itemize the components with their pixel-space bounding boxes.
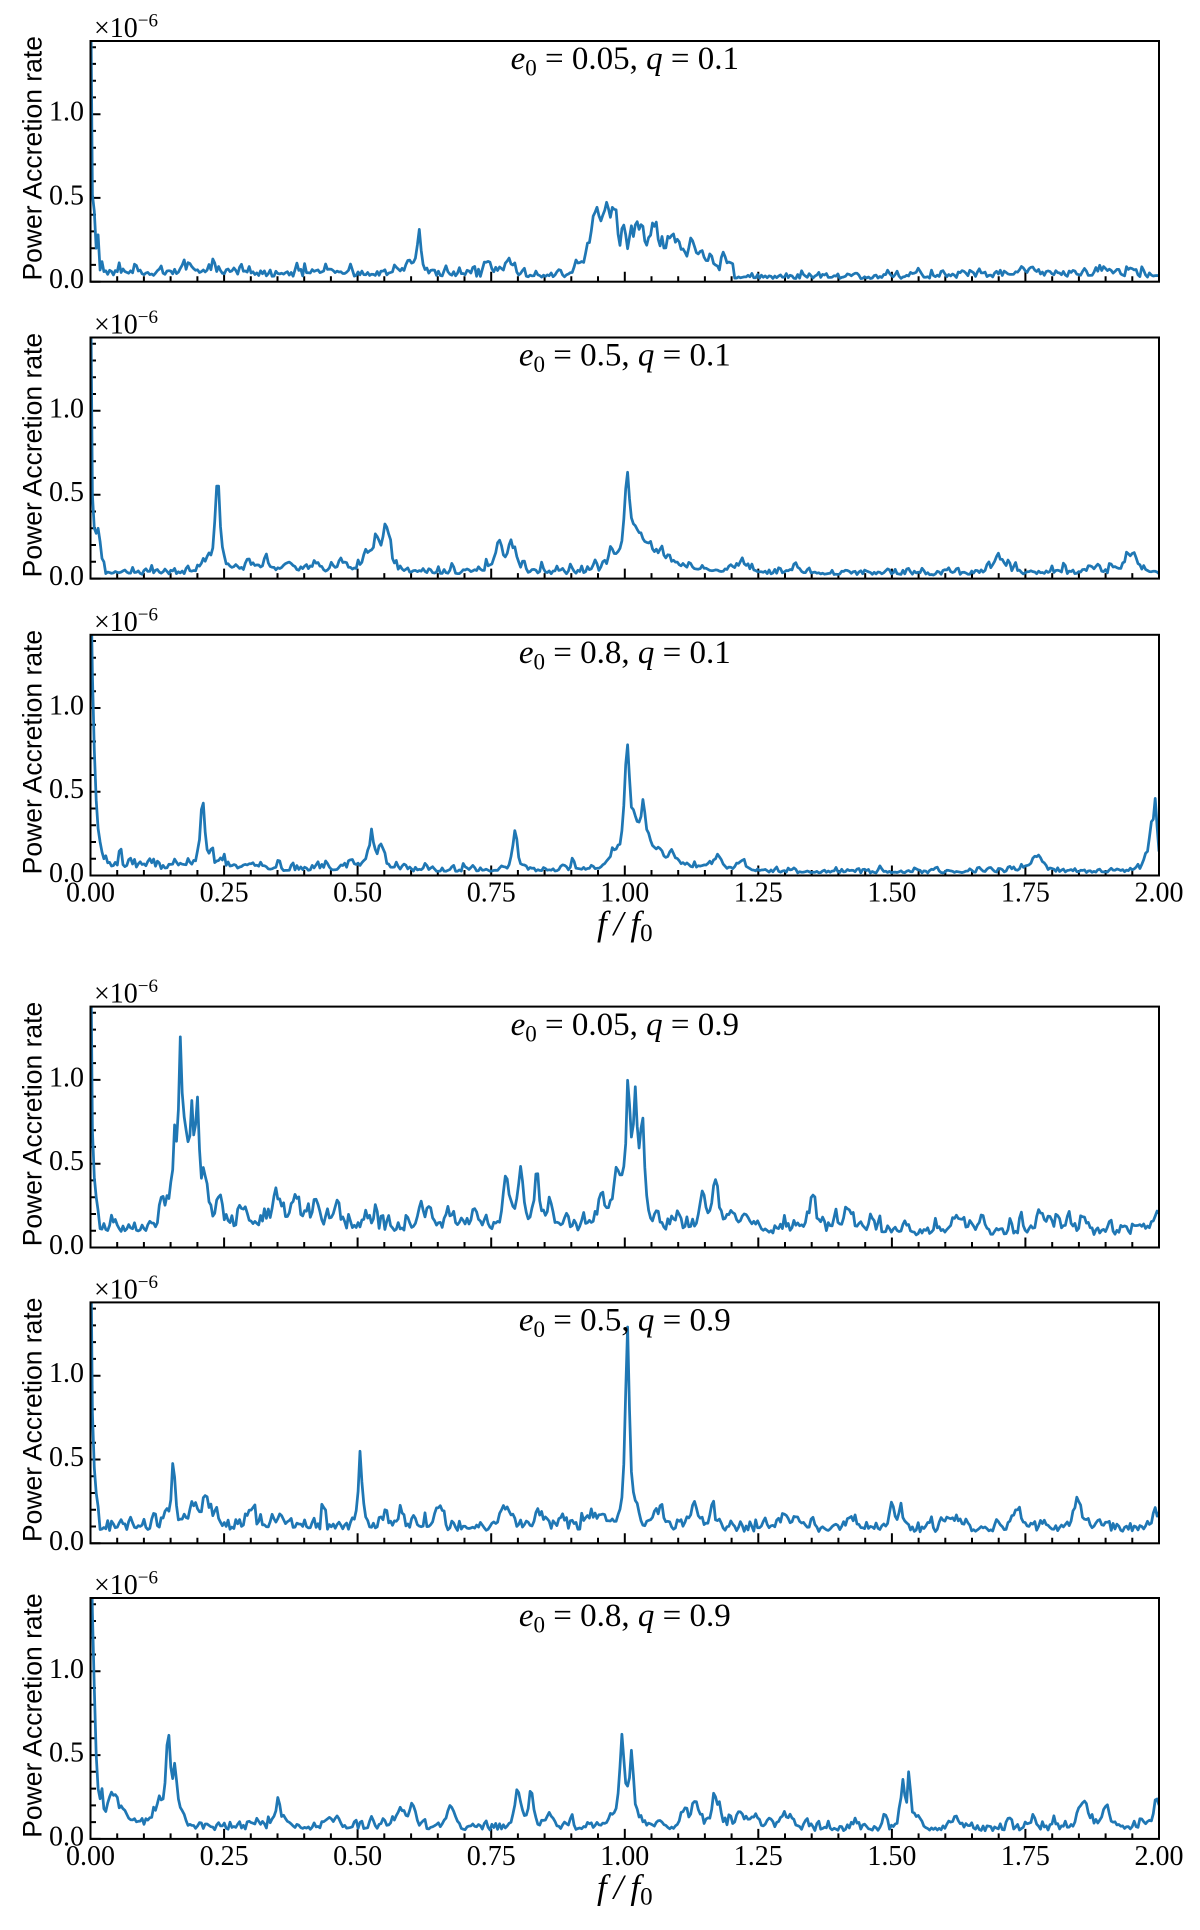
svg-text:1.50: 1.50: [867, 1841, 916, 1872]
svg-text:1.0: 1.0: [49, 691, 84, 722]
svg-text:0.5: 0.5: [49, 1442, 84, 1473]
svg-text:1.25: 1.25: [734, 1841, 783, 1872]
svg-text:0.0: 0.0: [49, 1230, 84, 1261]
svg-text:0.0: 0.0: [49, 858, 84, 889]
svg-text:2.00: 2.00: [1135, 1841, 1184, 1872]
svg-text:1.00: 1.00: [600, 878, 649, 909]
svg-text:2.00: 2.00: [1135, 878, 1184, 909]
svg-text:0.25: 0.25: [200, 878, 249, 909]
svg-text:0.5: 0.5: [49, 1738, 84, 1769]
svg-text:0.25: 0.25: [200, 1841, 249, 1872]
svg-text:e0 = 0.5, q = 0.9: e0 = 0.5, q = 0.9: [519, 1303, 731, 1343]
svg-text:0.75: 0.75: [467, 878, 516, 909]
svg-text:0.5: 0.5: [49, 180, 84, 211]
svg-text:1.0: 1.0: [49, 393, 84, 424]
svg-text:0.5: 0.5: [49, 477, 84, 508]
svg-text:0.0: 0.0: [49, 561, 84, 592]
svg-text:1.0: 1.0: [49, 1062, 84, 1093]
svg-text:1.0: 1.0: [49, 1654, 84, 1685]
svg-text:e0 = 0.05, q = 0.9: e0 = 0.05, q = 0.9: [511, 1007, 739, 1047]
svg-text:Power Accretion rate: Power Accretion rate: [18, 1298, 48, 1543]
svg-text:0.0: 0.0: [49, 264, 84, 295]
svg-text:0.0: 0.0: [49, 1526, 84, 1557]
svg-text:1.50: 1.50: [867, 878, 916, 909]
svg-text:1.25: 1.25: [734, 878, 783, 909]
svg-text:0.5: 0.5: [49, 1146, 84, 1177]
svg-text:Power Accretion rate: Power Accretion rate: [18, 1002, 48, 1247]
svg-text:0.5: 0.5: [49, 774, 84, 805]
svg-text:×10−6: ×10−6: [94, 604, 158, 638]
svg-text:Power Accretion rate: Power Accretion rate: [18, 333, 48, 578]
svg-text:1.75: 1.75: [1001, 878, 1050, 909]
svg-text:1.00: 1.00: [600, 1841, 649, 1872]
svg-text:1.0: 1.0: [49, 97, 84, 128]
svg-text:f / f0: f / f0: [597, 904, 653, 947]
svg-text:e0 = 0.8, q = 0.9: e0 = 0.8, q = 0.9: [519, 1598, 731, 1638]
svg-text:e0 = 0.5, q = 0.1: e0 = 0.5, q = 0.1: [519, 338, 731, 378]
svg-text:e0 = 0.05, q = 0.1: e0 = 0.05, q = 0.1: [511, 41, 739, 81]
svg-text:0.00: 0.00: [66, 1841, 115, 1872]
svg-text:0.00: 0.00: [66, 878, 115, 909]
svg-text:1.0: 1.0: [49, 1358, 84, 1389]
svg-text:0.50: 0.50: [333, 878, 382, 909]
svg-text:0.50: 0.50: [333, 1841, 382, 1872]
svg-text:0.0: 0.0: [49, 1821, 84, 1852]
svg-text:Power Accretion rate: Power Accretion rate: [18, 630, 48, 875]
svg-text:Power Accretion rate: Power Accretion rate: [18, 1593, 48, 1838]
svg-text:Power Accretion rate: Power Accretion rate: [18, 36, 48, 281]
svg-text:1.75: 1.75: [1001, 1841, 1050, 1872]
svg-text:0.75: 0.75: [467, 1841, 516, 1872]
svg-text:e0 = 0.8, q = 0.1: e0 = 0.8, q = 0.1: [519, 635, 731, 675]
